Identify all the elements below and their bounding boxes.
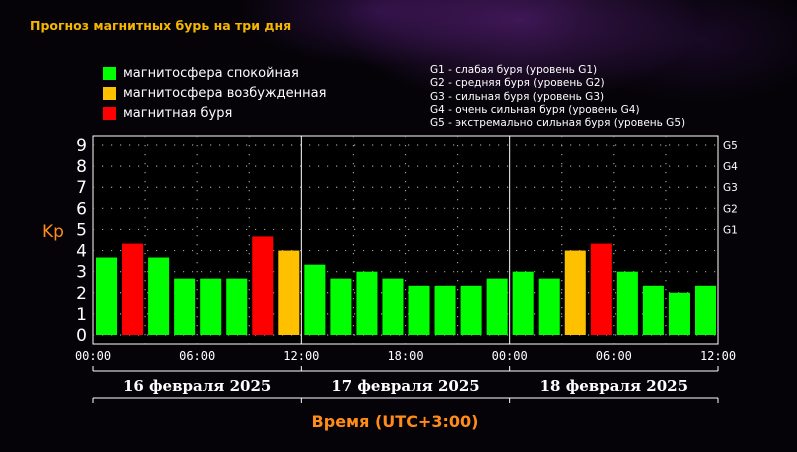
day-label: 16 февраля 2025 — [123, 377, 271, 395]
x-tick-label: 18:00 — [387, 349, 423, 363]
legend-storm-levels: G1 - слабая буря (уровень G1) G2 - средн… — [430, 64, 685, 130]
legend-item-active: магнитосфера возбужденная — [103, 83, 326, 103]
kp-bar — [278, 250, 300, 335]
legend-item-storm: магнитная буря — [103, 103, 326, 123]
legend-level-g1: G1 - слабая буря (уровень G1) — [430, 64, 598, 76]
y-tick-label: 8 — [76, 157, 87, 177]
kp-bar — [564, 250, 586, 335]
legend-level-g2: G2 - средняя буря (уровень G2) — [430, 77, 605, 90]
kp-bar — [148, 257, 170, 335]
day-label: 18 февраля 2025 — [540, 377, 688, 395]
legend-item-quiet: магнитосфера спокойная — [103, 63, 326, 83]
kp-bar — [356, 271, 378, 335]
y-tick-label: 7 — [76, 178, 87, 198]
legend-label-active: магнитосфера возбужденная — [123, 85, 327, 101]
x-tick-label: 00:00 — [75, 349, 111, 363]
y-tick-label: 5 — [76, 220, 87, 240]
y-tick-label: 1 — [76, 305, 87, 325]
y-tick-label: 4 — [76, 242, 87, 262]
y-tick-label: 6 — [76, 199, 87, 219]
legend-swatch-storm — [103, 106, 116, 120]
legend-level-g4: G4 - очень сильная буря (уровень G4) — [430, 103, 640, 116]
y-tick-label: 3 — [76, 263, 87, 283]
kp-bar — [96, 257, 118, 335]
g-level-tick-label: G1 — [723, 224, 738, 236]
legend-level-g3: G3 - сильная буря (уровень G3) — [430, 90, 605, 103]
kp-bar — [512, 271, 534, 335]
x-axis-label: Время (UTC+3:00) — [312, 412, 479, 431]
x-tick-label: 06:00 — [179, 349, 215, 363]
y-tick-label: 9 — [76, 136, 87, 156]
kp-bar — [460, 285, 482, 335]
kp-bar — [408, 285, 430, 335]
x-tick-label: 06:00 — [596, 349, 632, 363]
kp-bar — [590, 243, 612, 335]
g-level-tick-label: G5 — [723, 140, 738, 152]
legend-swatch-active — [103, 86, 116, 100]
kp-bar — [304, 264, 326, 335]
y-tick-label: 2 — [76, 284, 87, 304]
legend-label-quiet: магнитосфера спокойная — [123, 65, 299, 81]
kp-bar — [538, 278, 560, 335]
kp-bar — [642, 285, 664, 335]
y-tick-label: 0 — [76, 326, 87, 346]
kp-bar — [252, 236, 274, 335]
kp-bar — [200, 278, 222, 335]
x-tick-label: 00:00 — [492, 349, 528, 363]
legend-level-g5: G5 - экстремально сильная буря (уровень … — [430, 117, 686, 130]
plot-area — [92, 135, 719, 345]
g-level-tick-label: G4 — [723, 161, 738, 173]
kp-bar — [668, 292, 690, 335]
day-label: 17 февраля 2025 — [331, 377, 479, 395]
legend-activity: магнитосфера спокойная магнитосфера возб… — [103, 63, 326, 123]
kp-bar — [122, 243, 144, 335]
g-level-tick-label: G2 — [723, 203, 738, 215]
legend-swatch-quiet — [103, 66, 116, 80]
kp-bar — [226, 278, 248, 335]
kp-bar — [434, 285, 456, 335]
page-title: Прогноз магнитных бурь на три дня — [30, 18, 292, 33]
kp-bar — [694, 285, 716, 335]
y-axis-label: Kp — [42, 222, 64, 242]
legend-label-storm: магнитная буря — [123, 105, 233, 121]
kp-bar — [382, 278, 404, 335]
kp-bar — [330, 278, 352, 335]
x-tick-label: 12:00 — [700, 349, 736, 363]
kp-bar — [174, 278, 196, 335]
x-tick-label: 12:00 — [283, 349, 319, 363]
kp-bar — [616, 271, 638, 335]
g-level-tick-label: G3 — [723, 182, 738, 194]
kp-bar — [486, 278, 508, 335]
